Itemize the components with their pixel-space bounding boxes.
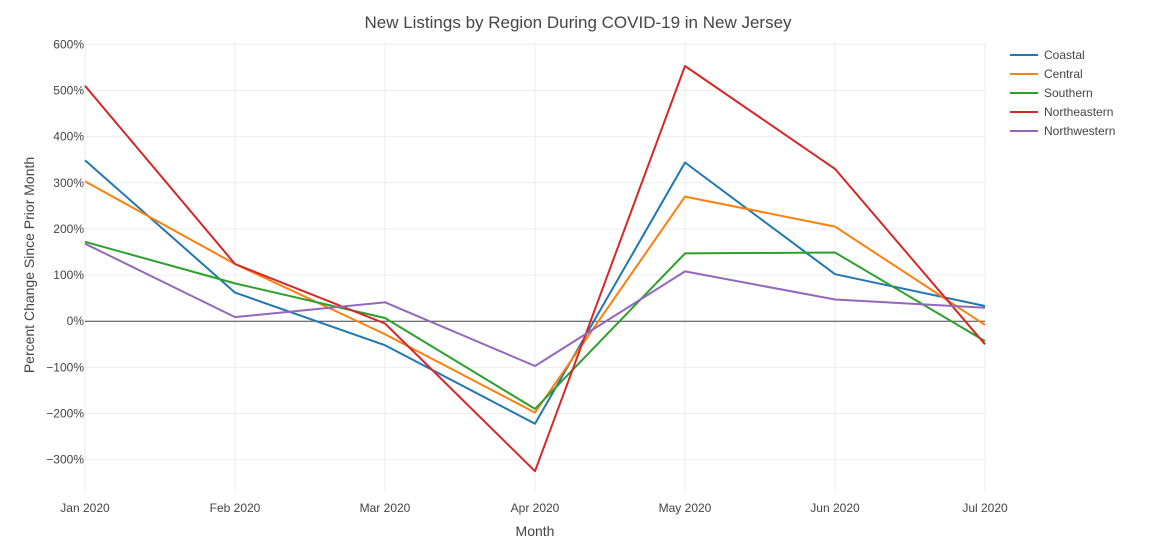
x-axis-title: Month: [516, 523, 555, 539]
x-tick-label: May 2020: [659, 501, 712, 515]
series-line-northwestern[interactable]: [84, 242, 986, 367]
legend-item-northwestern[interactable]: Northwestern: [1010, 124, 1115, 138]
legend-item-southern[interactable]: Southern: [1010, 86, 1093, 100]
series-line-northeastern[interactable]: [84, 65, 986, 473]
y-tick-label: 400%: [53, 130, 84, 144]
y-tick-label: −200%: [46, 407, 84, 421]
y-tick-label: 300%: [53, 176, 84, 190]
legend-label: Northwestern: [1044, 124, 1115, 138]
y-axis-ticks: −300% −200% −100% 0% 100% 200% 300% 400% 500% 600…: [46, 37, 84, 466]
series-line-southern[interactable]: [84, 240, 986, 410]
x-tick-label: Jan 2020: [60, 501, 110, 515]
x-axis-ticks: Jan 2020 Feb 2020 Mar 2020 Apr 2020 May 2020…: [60, 501, 1008, 515]
x-tick-label: Jul 2020: [962, 501, 1008, 515]
y-tick-label: 600%: [53, 37, 84, 51]
y-tick-label: 100%: [53, 268, 84, 282]
y-tick-label: 0%: [67, 314, 85, 328]
x-tick-label: Mar 2020: [360, 501, 411, 515]
legend[interactable]: Coastal Central Southern Northeastern Northw…: [1010, 48, 1115, 138]
legend-label: Coastal: [1044, 48, 1085, 62]
legend-label: Central: [1044, 67, 1083, 81]
legend-label: Northeastern: [1044, 105, 1113, 119]
x-tick-label: Feb 2020: [210, 501, 261, 515]
y-tick-label: 500%: [53, 83, 84, 97]
y-tick-label: −300%: [46, 453, 84, 467]
series-lines: [84, 65, 986, 473]
legend-item-northeastern[interactable]: Northeastern: [1010, 105, 1113, 119]
y-tick-label: −100%: [46, 360, 84, 374]
legend-item-central[interactable]: Central: [1010, 67, 1083, 81]
legend-item-coastal[interactable]: Coastal: [1010, 48, 1085, 62]
x-tick-label: Apr 2020: [511, 501, 560, 515]
x-tick-label: Jun 2020: [810, 501, 860, 515]
y-axis-title: Percent Change Since Prior Month: [21, 157, 37, 373]
chart-title: New Listings by Region During COVID-19 i…: [364, 13, 792, 32]
legend-label: Southern: [1044, 86, 1093, 100]
series-line-coastal[interactable]: [84, 159, 986, 425]
y-tick-label: 200%: [53, 222, 84, 236]
gridlines: [84, 42, 986, 492]
